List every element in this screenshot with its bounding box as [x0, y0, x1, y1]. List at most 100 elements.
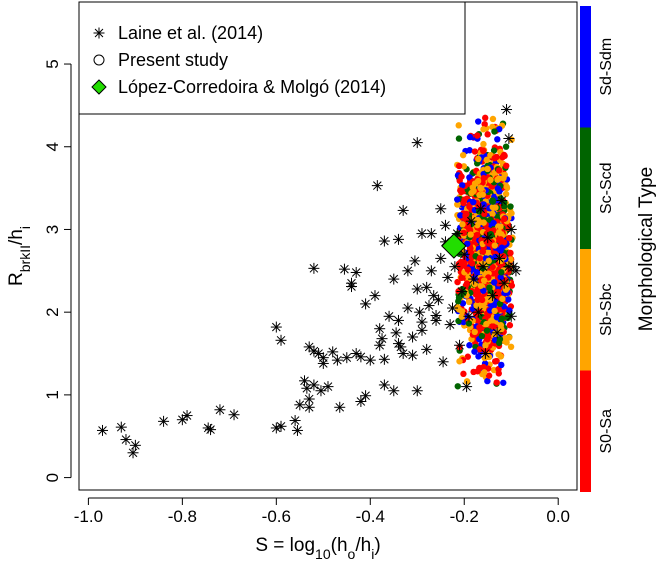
color-band-label: Sc-Scd [598, 162, 615, 214]
x-tick-label: -0.8 [168, 507, 197, 526]
present-study-point [460, 199, 467, 207]
present-study-point [454, 383, 461, 390]
present-study-point [464, 353, 472, 360]
laine-point [120, 434, 132, 446]
present-study-point [471, 148, 479, 155]
present-study-point [463, 280, 471, 287]
laine-point [369, 290, 381, 302]
present-study-point [491, 242, 499, 249]
present-study-point [501, 203, 508, 210]
laine-point [334, 401, 346, 413]
present-study-point [455, 162, 463, 170]
laine-point [308, 345, 320, 357]
laine-point [360, 298, 372, 310]
laine-point [214, 404, 226, 416]
present-study-point [498, 361, 505, 369]
present-study-point [480, 140, 487, 148]
laine-point [423, 300, 435, 312]
present-study-point [493, 379, 500, 386]
present-study-point [479, 248, 487, 255]
laine-point [392, 314, 404, 326]
present-study-point [491, 155, 498, 162]
legend-label: López-Corredoira & Molgó (2014) [118, 77, 386, 97]
laine-point [355, 395, 367, 407]
present-study-point [507, 256, 514, 263]
y-tick-label: 1 [43, 390, 62, 399]
present-study-point [487, 176, 494, 184]
present-study-point [454, 278, 461, 286]
present-study-point [457, 212, 464, 219]
color-band-label: Sb-Sbc [598, 284, 615, 336]
present-study-point [484, 312, 492, 319]
present-study-point [471, 328, 478, 336]
laine-point [407, 331, 419, 343]
laine-point [364, 354, 376, 366]
laine-point [421, 343, 433, 355]
x-tick-label: -1.0 [74, 507, 103, 526]
present-study-point [476, 346, 483, 353]
laine-point [442, 271, 454, 283]
laine-point [115, 421, 127, 433]
present-study-point [481, 120, 488, 128]
present-study-point [491, 307, 498, 315]
present-study-point [474, 368, 481, 375]
x-tick-label: -0.6 [262, 507, 291, 526]
laine-point [472, 306, 484, 318]
laine-point [421, 281, 433, 293]
color-band-3 [580, 6, 591, 128]
present-study-point [455, 135, 463, 142]
laine-point [402, 302, 414, 314]
present-study-point [496, 125, 503, 133]
present-study-point [493, 357, 500, 365]
laine-point [331, 354, 343, 366]
present-study-point [459, 182, 466, 189]
laine-point [411, 283, 423, 295]
laine-point [303, 401, 315, 413]
laine-point [392, 233, 404, 245]
y-tick-label: 2 [43, 307, 62, 316]
present-study-point [478, 332, 486, 340]
present-study-point [507, 343, 515, 351]
laine-point [496, 195, 508, 207]
present-study-point [490, 219, 497, 227]
legend-label: Laine et al. (2014) [118, 23, 263, 43]
present-study-point [502, 190, 510, 198]
laine-point [425, 265, 437, 277]
present-study-point [483, 320, 490, 328]
legend: Laine et al. (2014) Present study López-Co… [78, 1, 466, 115]
laine-point [388, 273, 400, 285]
x-axis-title: S = log10(ho/hi) [255, 535, 380, 561]
present-study-point [464, 222, 472, 230]
laine-point [402, 265, 414, 277]
laine-point [315, 385, 327, 397]
present-study-point [482, 114, 489, 122]
present-study-point [484, 377, 491, 385]
laine-point [456, 285, 468, 297]
present-study-point [497, 274, 504, 281]
present-study-point [489, 210, 496, 218]
laine-point [444, 319, 456, 331]
present-study-point [500, 379, 507, 386]
laine-point [341, 352, 353, 364]
present-study-point [479, 147, 487, 155]
present-study-point [494, 213, 502, 220]
present-study-point [480, 287, 487, 294]
present-study-point [489, 263, 496, 271]
present-study-point [455, 294, 463, 301]
present-study-point [503, 162, 510, 169]
present-study-point [480, 219, 487, 226]
laine-point [275, 420, 287, 432]
present-study-point [497, 236, 504, 243]
present-study-point [477, 282, 485, 289]
x-tick-label: 0.0 [546, 507, 570, 526]
x-tick-label: -0.4 [356, 507, 385, 526]
present-study-point [495, 167, 503, 174]
present-study-point [483, 156, 490, 164]
present-study-point [502, 286, 510, 293]
present-study-point [456, 358, 463, 365]
present-study-point [467, 245, 474, 252]
laine-point [425, 228, 437, 240]
laine-point [181, 410, 193, 422]
present-study-point [482, 342, 489, 349]
